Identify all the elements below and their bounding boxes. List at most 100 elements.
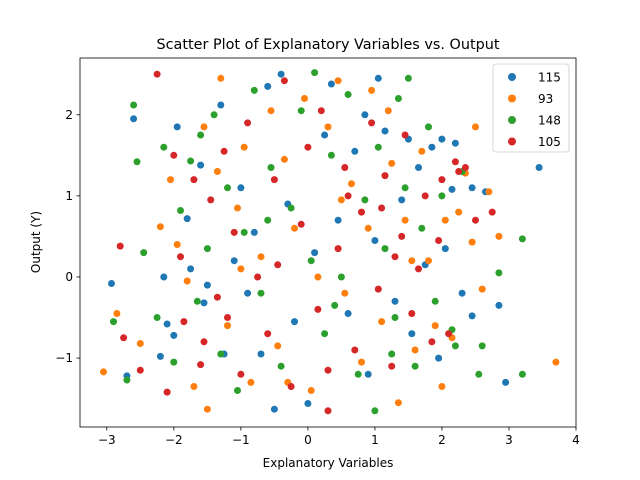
data-point — [277, 362, 285, 370]
data-point — [401, 131, 409, 139]
data-point — [156, 223, 164, 231]
data-point — [502, 378, 510, 386]
data-point — [381, 245, 389, 253]
legend-label: 105 — [538, 135, 561, 149]
data-point — [495, 232, 503, 240]
data-point — [287, 383, 295, 390]
data-point — [425, 257, 432, 265]
data-point — [374, 74, 382, 82]
data-point — [264, 82, 272, 90]
data-point — [431, 322, 439, 330]
data-point — [203, 405, 211, 413]
data-point — [220, 147, 228, 155]
data-point — [451, 139, 459, 147]
data-point — [240, 143, 248, 151]
data-point — [344, 310, 352, 317]
data-point — [368, 86, 376, 94]
data-point — [270, 405, 278, 413]
data-point — [327, 80, 335, 88]
series-93 — [100, 74, 560, 413]
data-point — [398, 232, 406, 240]
data-point — [324, 407, 332, 415]
x-tick-label: −3 — [98, 433, 116, 447]
data-point — [153, 314, 161, 321]
data-point — [274, 342, 282, 350]
data-point — [495, 269, 503, 277]
data-point — [438, 176, 446, 184]
data-point — [394, 399, 402, 407]
data-point — [170, 358, 178, 366]
data-point — [203, 245, 211, 253]
data-point — [230, 228, 238, 236]
data-point — [421, 192, 429, 200]
x-axis-title: Explanatory Variables — [263, 456, 394, 470]
data-point — [307, 387, 315, 394]
data-point — [518, 235, 526, 243]
data-point — [120, 334, 128, 342]
data-point — [348, 180, 355, 188]
data-point — [461, 164, 469, 171]
x-tick-label: 1 — [371, 433, 379, 447]
data-point — [404, 74, 412, 82]
data-point — [190, 383, 198, 390]
data-point — [488, 208, 496, 216]
data-point — [351, 346, 359, 354]
plot-frame — [79, 57, 577, 428]
data-point — [257, 253, 265, 261]
data-point — [378, 318, 386, 326]
data-point — [264, 330, 272, 338]
data-point — [200, 299, 208, 307]
data-point — [451, 342, 459, 350]
data-point — [203, 281, 211, 289]
data-point — [391, 253, 399, 261]
data-point — [425, 123, 432, 131]
data-point — [116, 242, 124, 250]
data-point — [193, 297, 201, 305]
data-point — [110, 318, 117, 326]
data-point — [337, 273, 345, 281]
data-point — [257, 289, 265, 297]
data-point — [314, 305, 322, 313]
x-tick-label: 3 — [505, 433, 513, 447]
y-tick-label: 1 — [65, 189, 73, 203]
data-point — [270, 176, 278, 184]
data-point — [311, 249, 319, 257]
data-point — [123, 376, 131, 384]
data-point — [297, 220, 305, 228]
data-point — [247, 378, 255, 386]
data-point — [401, 184, 409, 192]
data-point — [304, 400, 312, 407]
y-tick-label: 2 — [65, 108, 73, 122]
data-point — [371, 407, 379, 415]
data-point — [234, 387, 241, 394]
data-point — [478, 285, 486, 293]
data-point — [388, 362, 396, 370]
data-point — [217, 101, 225, 109]
data-point — [136, 340, 144, 347]
data-point — [485, 188, 493, 196]
data-point — [254, 273, 262, 281]
data-point — [173, 241, 181, 248]
data-point — [455, 208, 463, 216]
data-point — [108, 280, 115, 287]
data-point — [381, 127, 389, 135]
data-point — [334, 77, 342, 85]
data-point — [358, 208, 365, 216]
series-105 — [116, 70, 496, 415]
data-point — [451, 158, 459, 166]
legend-label: 115 — [538, 71, 561, 85]
data-point — [267, 164, 275, 171]
data-point — [291, 318, 298, 326]
y-tick-label: 0 — [65, 270, 73, 284]
data-point — [438, 192, 446, 200]
data-point — [217, 350, 225, 358]
data-point — [314, 273, 322, 281]
data-point — [388, 159, 396, 167]
data-point — [237, 370, 245, 378]
data-point — [287, 204, 295, 212]
data-point — [267, 107, 275, 115]
data-point — [475, 370, 483, 378]
data-point — [341, 164, 349, 171]
legend-marker-148 — [508, 116, 516, 124]
